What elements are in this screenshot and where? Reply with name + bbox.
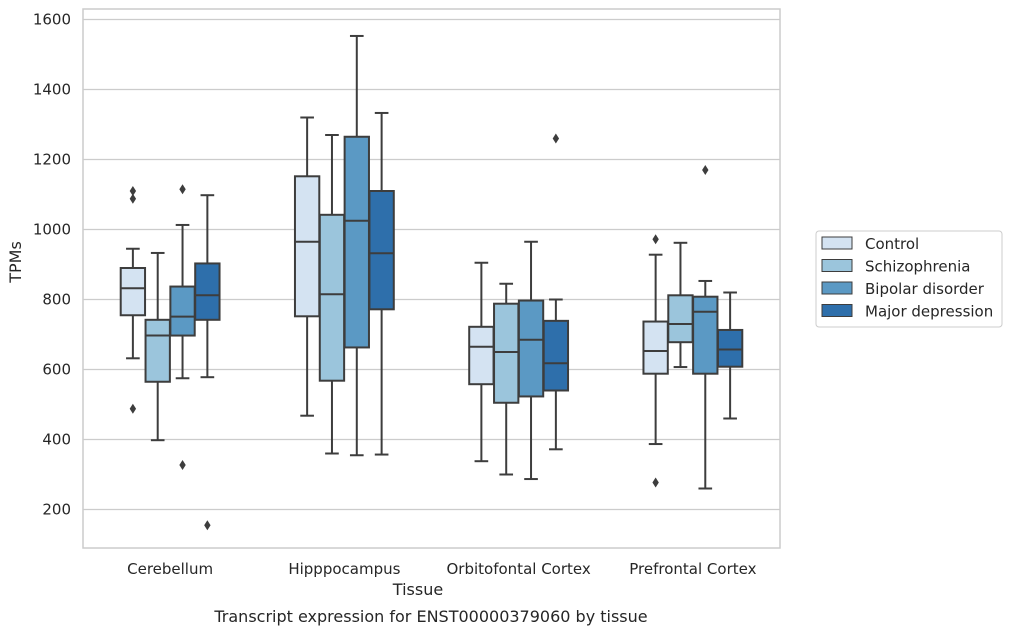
outlier-point <box>204 520 211 531</box>
outlier-point <box>129 403 137 414</box>
box-bipolar-disorder <box>169 184 196 471</box>
box-bipolar-disorder <box>692 165 719 490</box>
legend-swatch <box>821 236 853 250</box>
legend-item: Control <box>821 235 919 253</box>
box-major-depression <box>194 194 221 531</box>
x-tick-label: Prefrontal Cortex <box>629 560 756 578</box>
y-tick-label: 400 <box>42 431 71 449</box>
box-iqr <box>468 325 495 386</box>
y-tick-label: 1600 <box>33 11 71 29</box>
outlier-point <box>129 193 137 204</box>
box-major-depression <box>368 111 395 456</box>
box-major-depression <box>716 291 744 420</box>
y-tick-label: 800 <box>42 291 71 309</box>
box-control <box>642 234 669 488</box>
box-iqr <box>318 213 346 382</box>
x-tick-label: Orbitofontal Cortex <box>447 560 591 578</box>
y-tick-label: 600 <box>42 361 71 379</box>
outlier-point <box>702 165 709 175</box>
legend-label: Schizophrenia <box>865 258 970 276</box>
outlier-point <box>179 184 186 195</box>
outlier-point <box>652 477 659 488</box>
legend-item: Schizophrenia <box>821 258 970 276</box>
box-iqr <box>169 285 196 337</box>
y-tick-labels: 200 400 600 800 1000 1200 1400 1600 <box>33 11 71 519</box>
box-iqr <box>642 320 669 375</box>
outlier-point <box>552 133 560 144</box>
legend-swatch <box>821 259 853 272</box>
box-iqr <box>692 295 719 375</box>
y-tick-label: 1400 <box>33 81 71 99</box>
y-axis-label: TPMs <box>6 241 25 284</box>
y-tick-label: 200 <box>42 501 71 519</box>
legend-swatch <box>821 304 853 317</box>
box-iqr <box>368 190 395 311</box>
box-series <box>119 34 744 531</box>
legend-item: Major depression <box>821 303 993 321</box>
box-schizophrenia <box>493 282 520 476</box>
legend-label: Control <box>865 235 919 253</box>
x-tick-label: Cerebellum <box>127 560 213 578</box>
box-schizophrenia <box>318 134 346 455</box>
legend: Control Schizophrenia Bipolar disorder Majo… <box>815 230 1003 328</box>
box-bipolar-disorder <box>517 240 545 481</box>
legend-swatch <box>821 281 853 295</box>
x-tick-labels: Cerebellum Hipppocampus Orbitofontal Corte… <box>127 560 756 578</box>
box-iqr <box>667 294 694 344</box>
chart-caption: Transcript expression for ENST0000037906… <box>213 607 647 626</box>
box-major-depression <box>542 133 570 451</box>
grid-lines <box>83 18 780 511</box>
box-iqr <box>293 175 321 318</box>
box-control <box>119 186 147 414</box>
box-schizophrenia <box>144 251 171 442</box>
legend-frame <box>815 230 1003 328</box>
box-bipolar-disorder <box>343 34 370 457</box>
outlier-point <box>652 234 659 245</box>
x-tick-label: Hipppocampus <box>288 560 400 578</box>
box-iqr <box>517 299 545 398</box>
legend-item: Bipolar disorder <box>821 280 985 298</box>
box-iqr <box>144 318 171 383</box>
box-iqr <box>716 328 744 368</box>
box-iqr <box>343 135 370 349</box>
x-axis-label: Tissue <box>392 580 443 599</box>
y-tick-label: 1200 <box>33 151 71 169</box>
box-control <box>468 261 495 463</box>
y-tick-label: 1000 <box>33 221 71 239</box>
legend-label: Major depression <box>865 303 993 321</box>
box-iqr <box>119 267 147 317</box>
box-iqr <box>542 319 570 392</box>
plot-frame <box>82 8 781 549</box>
box-iqr <box>194 262 221 321</box>
box-control <box>293 116 321 417</box>
legend-label: Bipolar disorder <box>865 280 985 298</box>
box-schizophrenia <box>667 241 694 369</box>
outlier-point <box>129 186 137 196</box>
box-iqr <box>493 302 520 404</box>
outlier-point <box>179 460 186 471</box>
